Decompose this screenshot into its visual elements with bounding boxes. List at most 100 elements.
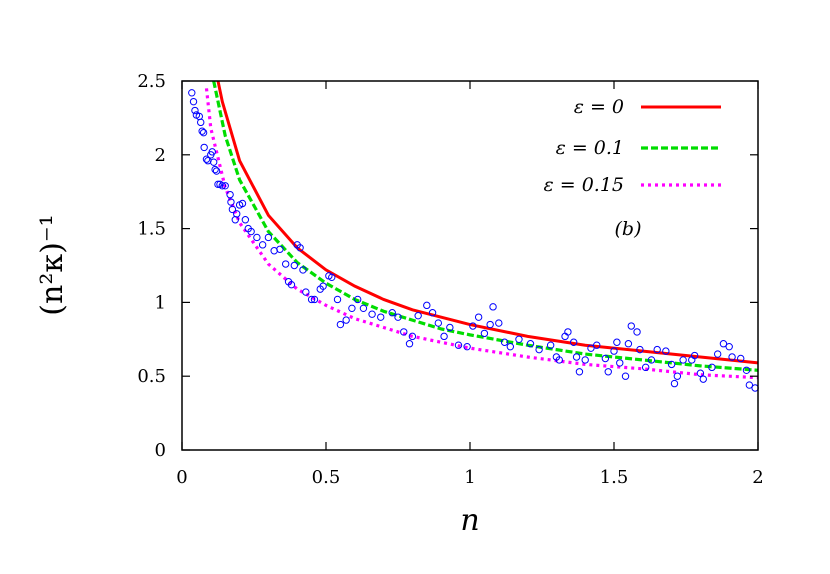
data-point — [221, 182, 229, 190]
x-tick-label: 2 — [752, 467, 763, 488]
data-point — [202, 155, 211, 163]
data-point — [388, 309, 396, 317]
data-point — [667, 360, 676, 369]
data-point — [728, 353, 736, 361]
data-point — [673, 372, 682, 380]
data-point — [434, 319, 443, 327]
data-point — [564, 328, 572, 336]
data-point — [469, 322, 477, 330]
data-point — [287, 280, 296, 289]
data-point — [480, 329, 489, 338]
y-tick-label: 0.5 — [137, 366, 166, 387]
data-point — [647, 356, 656, 364]
data-point — [208, 148, 216, 156]
series-line — [204, 88, 759, 380]
data-point — [226, 190, 234, 199]
y-tick-label: 2.5 — [137, 71, 166, 92]
y-tick-label: 0 — [155, 440, 166, 461]
data-point — [708, 363, 716, 372]
data-point — [189, 97, 198, 106]
data-point — [593, 341, 601, 349]
data-point — [486, 320, 494, 329]
data-point — [227, 198, 235, 206]
data-point — [745, 381, 754, 389]
data-point — [290, 261, 299, 270]
data-point — [296, 244, 304, 252]
data-point — [319, 282, 327, 290]
data-point — [302, 288, 310, 296]
data-point — [258, 241, 267, 249]
data-point — [233, 210, 241, 218]
data-point — [310, 295, 319, 304]
data-point — [197, 118, 205, 127]
data-point — [474, 313, 483, 321]
data-point — [276, 245, 284, 253]
data-point — [569, 338, 578, 346]
data-point — [428, 309, 437, 317]
data-point — [454, 341, 463, 349]
data-point — [214, 180, 222, 189]
y-tick-label: 2 — [155, 145, 166, 166]
data-point — [408, 332, 417, 341]
data-point — [463, 342, 471, 351]
data-point — [699, 375, 707, 383]
data-point — [405, 340, 414, 348]
data-point — [353, 295, 362, 304]
legend-label: ε = 0.1 — [556, 137, 624, 159]
data-point — [377, 313, 385, 321]
data-point — [737, 354, 745, 363]
data-point — [348, 304, 356, 313]
plot-layer — [188, 80, 759, 392]
data-point — [328, 273, 336, 282]
data-point — [690, 351, 699, 360]
data-point — [506, 342, 515, 351]
series-line — [212, 80, 759, 372]
data-point — [633, 328, 641, 336]
data-point — [307, 295, 316, 304]
data-point — [188, 89, 196, 97]
data-point — [713, 350, 722, 358]
data-point — [211, 165, 219, 174]
data-point — [641, 363, 650, 372]
data-point — [333, 295, 342, 304]
legend: ε = 0 ε = 0.1 ε = 0.15 — [544, 96, 721, 196]
data-point — [238, 199, 247, 208]
data-point — [555, 356, 563, 364]
data-point — [200, 143, 208, 152]
axis-ticks: 0 0.5 1 1.5 2 0 0.5 1 1.5 2 2.5 — [137, 71, 763, 488]
data-point — [627, 322, 635, 330]
data-point — [209, 158, 218, 166]
data-point — [495, 319, 503, 327]
data-point — [679, 356, 687, 364]
data-point — [575, 368, 584, 376]
series-line — [216, 80, 759, 365]
data-point — [218, 182, 227, 190]
data-point — [394, 313, 402, 321]
data-point — [241, 216, 250, 224]
data-point — [281, 260, 290, 268]
data-point — [535, 345, 543, 354]
data-point — [191, 106, 199, 115]
data-point — [199, 128, 208, 137]
data-point — [253, 233, 261, 242]
data-point — [653, 345, 661, 354]
data-point — [572, 353, 581, 361]
data-point — [515, 335, 523, 343]
data-point — [621, 372, 630, 380]
data-point — [613, 338, 621, 346]
data-point — [526, 340, 535, 348]
data-point — [414, 311, 422, 320]
data-point — [359, 304, 368, 313]
data-point — [546, 341, 555, 349]
data-point — [696, 369, 705, 377]
data-point — [624, 340, 633, 348]
data-point — [587, 344, 595, 352]
data-point — [662, 347, 670, 355]
y-tick-label: 1.5 — [137, 219, 166, 240]
data-point — [670, 379, 679, 388]
data-point — [299, 266, 307, 274]
data-point — [446, 323, 454, 332]
data-point — [423, 301, 431, 310]
